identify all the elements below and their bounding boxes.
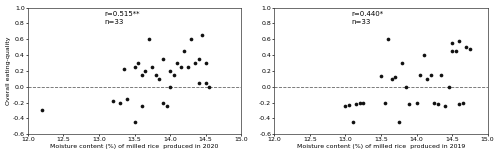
Point [166,70,174,72]
Point [148,66,156,68]
Point [459,101,467,104]
Point [352,103,360,105]
Point [395,121,403,124]
Point [191,62,199,64]
Point [170,74,177,76]
Point [342,105,349,108]
Point [406,103,413,105]
Point [388,78,396,80]
Point [402,85,410,88]
Point [198,34,206,36]
X-axis label: Moisture content (%) of milled rice  produced in 2019: Moisture content (%) of milled rice prod… [297,144,465,149]
Point [38,109,46,112]
Point [130,121,138,124]
Point [348,121,356,124]
Point [391,76,399,78]
Point [130,66,138,68]
Point [420,54,428,56]
Point [384,38,392,40]
Point [455,40,463,42]
Point [184,66,192,68]
Point [194,82,202,84]
Point [177,66,185,68]
Point [141,70,149,72]
Point [138,74,145,76]
Point [162,105,170,108]
Point [356,101,364,104]
Point [416,74,424,76]
Point [109,100,117,102]
Point [423,78,431,80]
Point [116,101,124,104]
Point [452,50,460,52]
Point [455,103,463,105]
Point [398,62,406,64]
Point [427,74,435,76]
Point [444,85,452,88]
Point [462,46,470,48]
Point [138,105,145,108]
Point [202,82,209,84]
Text: r=0.515**
n=33: r=0.515** n=33 [104,11,140,25]
Point [166,85,174,88]
Point [173,62,181,64]
Point [448,50,456,52]
Point [377,75,385,78]
Point [194,58,202,60]
Point [466,47,474,50]
Point [159,101,167,104]
Point [202,62,209,64]
Point [156,78,164,80]
Point [430,101,438,104]
Point [412,101,420,104]
Point [134,62,142,64]
Point [159,58,167,60]
X-axis label: Moisture content (%) of milled rice  produced in 2020: Moisture content (%) of milled rice prod… [50,144,219,149]
Point [180,50,188,52]
Point [205,85,213,88]
Point [152,74,160,76]
Point [438,74,446,76]
Point [434,103,442,105]
Y-axis label: Overall eating-quality: Overall eating-quality [6,37,10,105]
Point [145,38,153,40]
Point [448,42,456,44]
Point [124,97,132,100]
Point [441,105,449,108]
Point [120,68,128,71]
Point [188,38,196,40]
Point [380,101,388,104]
Text: r=0.440*
n=33: r=0.440* n=33 [351,11,384,25]
Point [345,104,353,106]
Point [360,101,368,104]
